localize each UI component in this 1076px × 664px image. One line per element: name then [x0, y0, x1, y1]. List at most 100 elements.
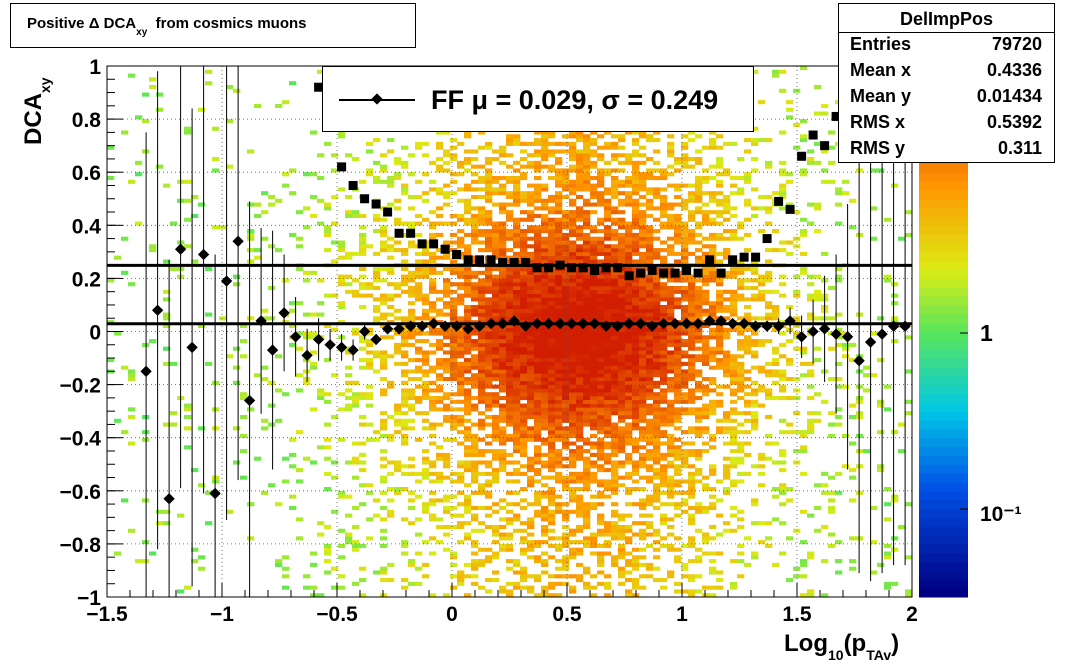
heatmap-cell [478, 384, 486, 389]
heatmap-cell [555, 210, 563, 215]
heatmap-cell [450, 145, 458, 150]
heatmap-cell [800, 361, 808, 366]
heatmap-cell [415, 517, 423, 522]
heatmap-cell [114, 255, 122, 260]
heatmap-cell [471, 540, 479, 545]
heatmap-cell [639, 377, 647, 382]
heatmap-cell [583, 464, 591, 469]
heatmap-cell [478, 289, 486, 294]
heatmap-cell [317, 69, 325, 74]
heatmap-cell [485, 312, 493, 317]
heatmap-cell [590, 346, 598, 351]
heatmap-cell [555, 198, 563, 203]
heatmap-cell [478, 346, 486, 351]
heatmap-cell [345, 213, 353, 219]
heatmap-cell [751, 342, 759, 347]
heatmap-cell [583, 392, 591, 397]
heatmap-cell [443, 509, 451, 514]
heatmap-cell [499, 160, 507, 165]
heatmap-cell [527, 316, 535, 321]
heatmap-cell [618, 145, 626, 150]
heatmap-cell [611, 441, 619, 446]
heatmap-cell [709, 335, 717, 340]
heatmap-cell [562, 278, 570, 283]
heatmap-cell [492, 244, 500, 249]
heatmap-cell [373, 278, 381, 283]
heatmap-cell [114, 418, 122, 423]
heatmap-cell [310, 361, 318, 366]
heatmap-cell [576, 578, 584, 583]
heatmap-cell [513, 232, 521, 237]
heatmap-cell [807, 160, 815, 165]
heatmap-cell [520, 301, 528, 306]
heatmap-cell [611, 528, 619, 533]
heatmap-cell [394, 407, 402, 412]
heatmap-cell [632, 327, 640, 332]
heatmap-cell [527, 259, 535, 264]
heatmap-cell [597, 468, 605, 473]
heatmap-cell [527, 555, 535, 560]
heatmap-cell [569, 293, 577, 298]
heatmap-cell [548, 312, 556, 317]
heatmap-cell [709, 377, 717, 382]
heatmap-cell [660, 365, 668, 370]
heatmap-cell [345, 251, 353, 256]
heatmap-cell [597, 570, 605, 575]
heatmap-cell [569, 282, 577, 287]
heatmap-cell [555, 369, 563, 374]
heatmap-cell [786, 487, 794, 492]
heatmap-cell [506, 532, 514, 537]
heatmap-cell [324, 456, 332, 461]
heatmap-cell [758, 384, 766, 389]
heatmap-cell [597, 365, 605, 370]
heatmap-cell [660, 172, 668, 177]
heatmap-cell [408, 293, 416, 298]
heatmap-cell [394, 160, 402, 165]
heatmap-cell [583, 285, 591, 291]
heatmap-cell [366, 149, 374, 154]
heatmap-cell [583, 475, 591, 480]
heatmap-cell [457, 464, 465, 469]
heatmap-cell [730, 304, 738, 310]
heatmap-cell [716, 418, 724, 423]
heatmap-cell [506, 388, 514, 393]
heatmap-cell [681, 198, 689, 203]
heatmap-cell [653, 498, 661, 503]
heatmap-cell [632, 248, 640, 253]
heatmap-cell [555, 293, 563, 298]
heatmap-cell [520, 335, 528, 340]
heatmap-cell [562, 331, 570, 336]
heatmap-cell [660, 414, 668, 420]
heatmap-cell [674, 414, 682, 420]
heatmap-cell [639, 301, 647, 306]
heatmap-cell [828, 422, 836, 427]
heatmap-cell [471, 551, 479, 556]
heatmap-cell [674, 229, 682, 234]
heatmap-cell [702, 441, 710, 446]
heatmap-cell [520, 191, 528, 196]
heatmap-cell [737, 559, 745, 564]
heatmap-cell [275, 248, 283, 253]
heatmap-cell [695, 301, 703, 306]
heatmap-cell [471, 179, 479, 184]
heatmap-cell [576, 479, 584, 484]
heatmap-cell [541, 350, 549, 355]
heatmap-cell [716, 479, 724, 484]
heatmap-cell [695, 555, 703, 560]
heatmap-cell [681, 240, 689, 245]
heatmap-cell [583, 316, 591, 321]
heatmap-cell [478, 221, 486, 226]
heatmap-cell [359, 468, 367, 473]
heatmap-cell [296, 236, 304, 241]
heatmap-cell [702, 301, 710, 306]
heatmap-cell [695, 183, 703, 188]
heatmap-cell [562, 524, 570, 530]
heatmap-cell [471, 312, 479, 317]
heatmap-cell [562, 574, 570, 579]
heatmap-cell [352, 543, 360, 548]
heatmap-cell [583, 449, 591, 454]
heatmap-cell [436, 384, 444, 389]
heatmap-cell [653, 354, 661, 359]
heatmap-cell [639, 456, 647, 461]
heatmap-cell [744, 285, 752, 291]
